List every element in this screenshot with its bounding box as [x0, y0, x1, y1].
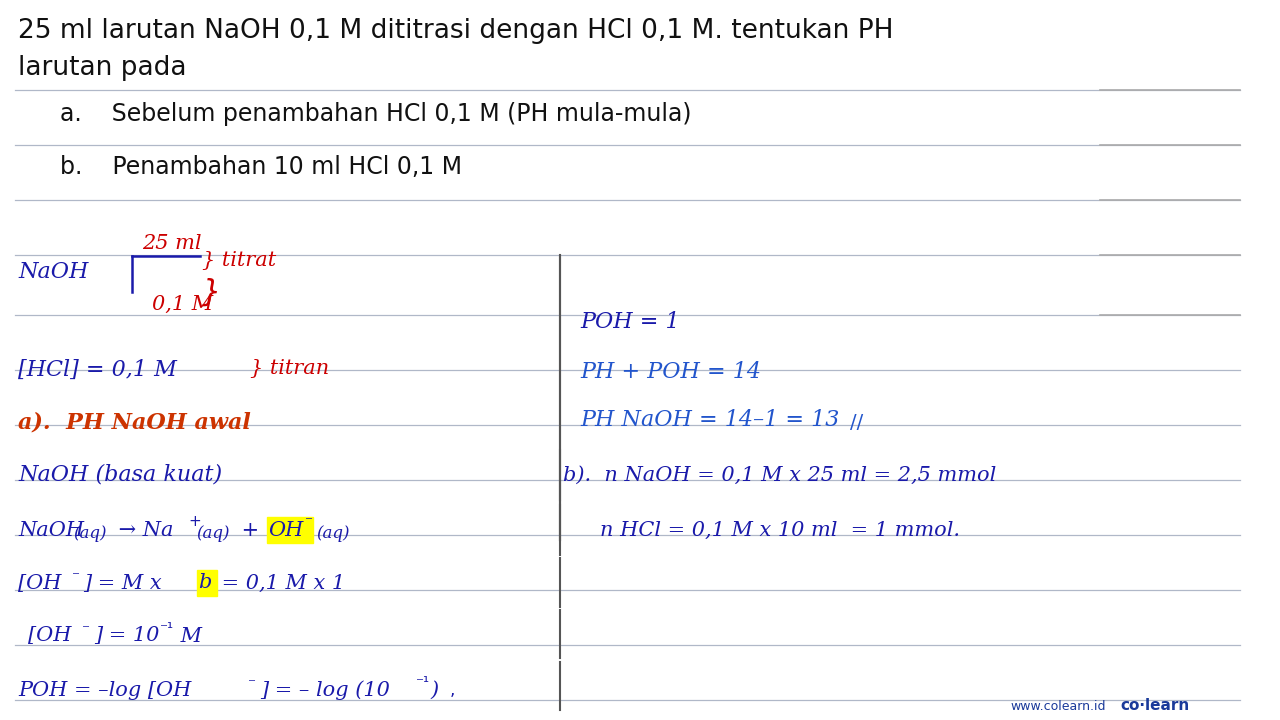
Text: → Na: → Na — [113, 521, 174, 539]
Text: [OH: [OH — [18, 574, 61, 593]
FancyBboxPatch shape — [197, 570, 218, 596]
Text: +: + — [236, 521, 266, 539]
Text: [OH: [OH — [28, 626, 72, 646]
Text: NaOH (basa kuat): NaOH (basa kuat) — [18, 464, 223, 486]
Text: co·learn: co·learn — [1120, 698, 1189, 714]
Text: (aq): (aq) — [196, 526, 229, 542]
Text: //: // — [850, 413, 863, 433]
Text: b).  n NaOH = 0,1 M x 25 ml = 2,5 mmol: b). n NaOH = 0,1 M x 25 ml = 2,5 mmol — [563, 466, 996, 485]
Text: a.    Sebelum penambahan HCl 0,1 M (PH mula-mula): a. Sebelum penambahan HCl 0,1 M (PH mula… — [60, 102, 691, 126]
Text: 0,1 M: 0,1 M — [152, 295, 214, 314]
Text: [HCl] = 0,1 M: [HCl] = 0,1 M — [18, 359, 177, 381]
Text: ⁻: ⁻ — [248, 677, 256, 691]
Text: larutan pada: larutan pada — [18, 55, 187, 81]
Text: OH: OH — [268, 521, 303, 539]
Text: ⁻¹: ⁻¹ — [160, 621, 174, 636]
Text: = 0,1 M x 1: = 0,1 M x 1 — [215, 574, 346, 593]
Text: ,: , — [451, 681, 456, 699]
Text: POH = –log [OH: POH = –log [OH — [18, 680, 192, 700]
Text: }: } — [202, 277, 221, 307]
FancyBboxPatch shape — [268, 517, 314, 543]
Text: +: + — [188, 515, 201, 529]
Text: 25 ml larutan NaOH 0,1 M dititrasi dengan HCl 0,1 M. tentukan PH: 25 ml larutan NaOH 0,1 M dititrasi denga… — [18, 18, 893, 44]
Text: b.    Penambahan 10 ml HCl 0,1 M: b. Penambahan 10 ml HCl 0,1 M — [60, 155, 462, 179]
Text: PH + POH = 14: PH + POH = 14 — [580, 361, 762, 383]
Text: NaOH: NaOH — [18, 261, 88, 283]
Text: ] = 10: ] = 10 — [93, 626, 160, 646]
Text: ): ) — [430, 680, 438, 700]
Text: NaOH: NaOH — [18, 521, 84, 539]
Text: b: b — [198, 574, 211, 593]
Text: POH = 1: POH = 1 — [580, 311, 680, 333]
Text: ⁻: ⁻ — [82, 623, 90, 637]
Text: ⁻¹: ⁻¹ — [416, 675, 430, 690]
Text: (aq): (aq) — [316, 526, 349, 542]
Text: ] = M x: ] = M x — [83, 574, 168, 593]
Text: 25 ml: 25 ml — [142, 234, 201, 253]
Text: ] = – log (10: ] = – log (10 — [260, 680, 390, 700]
Text: PH NaOH = 14–1 = 13: PH NaOH = 14–1 = 13 — [580, 409, 840, 431]
Text: (aq): (aq) — [73, 526, 106, 542]
Text: n HCl = 0,1 M x 10 ml  = 1 mmol.: n HCl = 0,1 M x 10 ml = 1 mmol. — [600, 521, 960, 539]
Text: a).  PH NaOH awal: a). PH NaOH awal — [18, 411, 251, 433]
Text: M: M — [174, 626, 202, 646]
Text: www.colearn.id: www.colearn.id — [1010, 700, 1106, 713]
Text: } titran: } titran — [250, 359, 329, 377]
Text: ⁻: ⁻ — [72, 570, 79, 585]
Text: } titrat: } titrat — [202, 251, 276, 269]
Text: ⁻: ⁻ — [305, 515, 314, 529]
